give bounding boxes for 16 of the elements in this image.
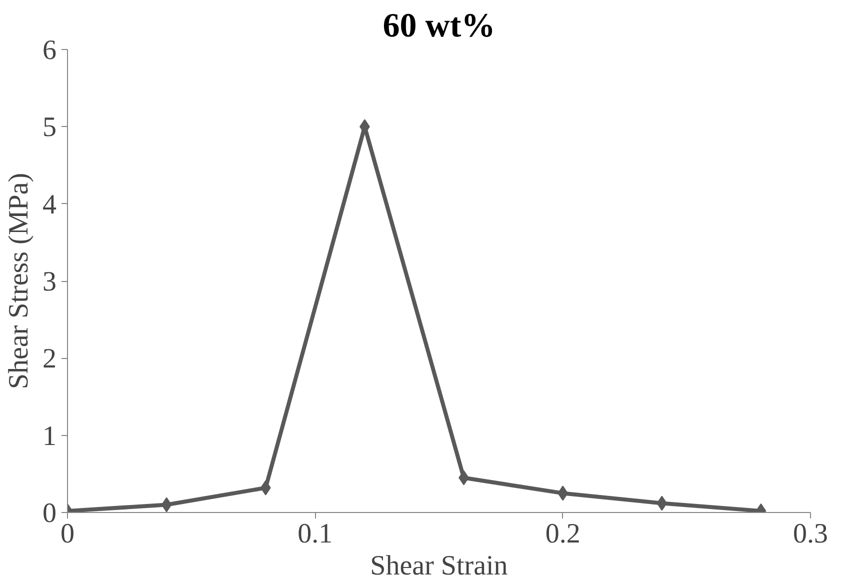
point: [260, 480, 271, 496]
x-tick-label: 0.3: [793, 518, 828, 550]
y-tick-label: 0: [42, 498, 56, 529]
y-tick-label: 5: [42, 112, 56, 144]
point: [656, 496, 668, 511]
y-tick-label: 1: [42, 420, 56, 452]
y-tick-label: 2: [42, 344, 56, 375]
x-tick-label: 0.1: [298, 518, 333, 550]
y-tick-label: 3: [42, 266, 56, 298]
chart-title: 60 wt%: [382, 8, 496, 44]
x-tick-label: 0.2: [545, 518, 580, 550]
y-tick-label: 4: [42, 189, 56, 220]
x-axis-title: Shear Strain: [370, 550, 508, 582]
y-tick-label: 6: [42, 35, 56, 66]
point: [161, 497, 172, 512]
y-axis-title: Shear Stress (MPa): [4, 172, 34, 390]
